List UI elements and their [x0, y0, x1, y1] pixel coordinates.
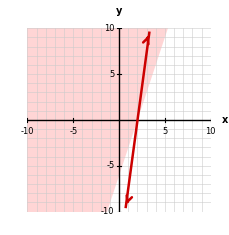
Polygon shape — [27, 28, 168, 212]
Text: x: x — [222, 115, 228, 125]
Text: 10: 10 — [205, 127, 216, 136]
Text: 10: 10 — [104, 24, 114, 33]
Text: -5: -5 — [69, 127, 77, 136]
Text: y: y — [116, 6, 122, 16]
Text: 5: 5 — [162, 127, 167, 136]
Text: -5: -5 — [106, 161, 114, 170]
Text: -10: -10 — [21, 127, 34, 136]
Text: 5: 5 — [109, 70, 114, 78]
Text: -10: -10 — [101, 207, 114, 216]
